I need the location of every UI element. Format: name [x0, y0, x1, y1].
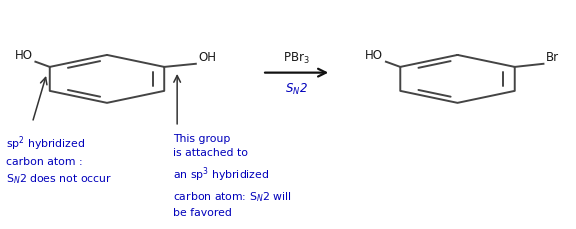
Text: HO: HO [14, 49, 32, 61]
Text: sp$^2$ hybridized
carbon atom :
S$_N$2 does not occur: sp$^2$ hybridized carbon atom : S$_N$2 d… [6, 134, 112, 185]
Text: OH: OH [199, 51, 217, 63]
Text: HO: HO [365, 49, 383, 61]
Text: PBr$_3$: PBr$_3$ [283, 51, 310, 66]
Text: Br: Br [547, 51, 559, 63]
Text: This group
is attached to
an sp$^3$ hybridized
carbon atom: S$_N$2 will
be favor: This group is attached to an sp$^3$ hybr… [173, 134, 291, 217]
Text: S$_N$2: S$_N$2 [285, 82, 308, 97]
